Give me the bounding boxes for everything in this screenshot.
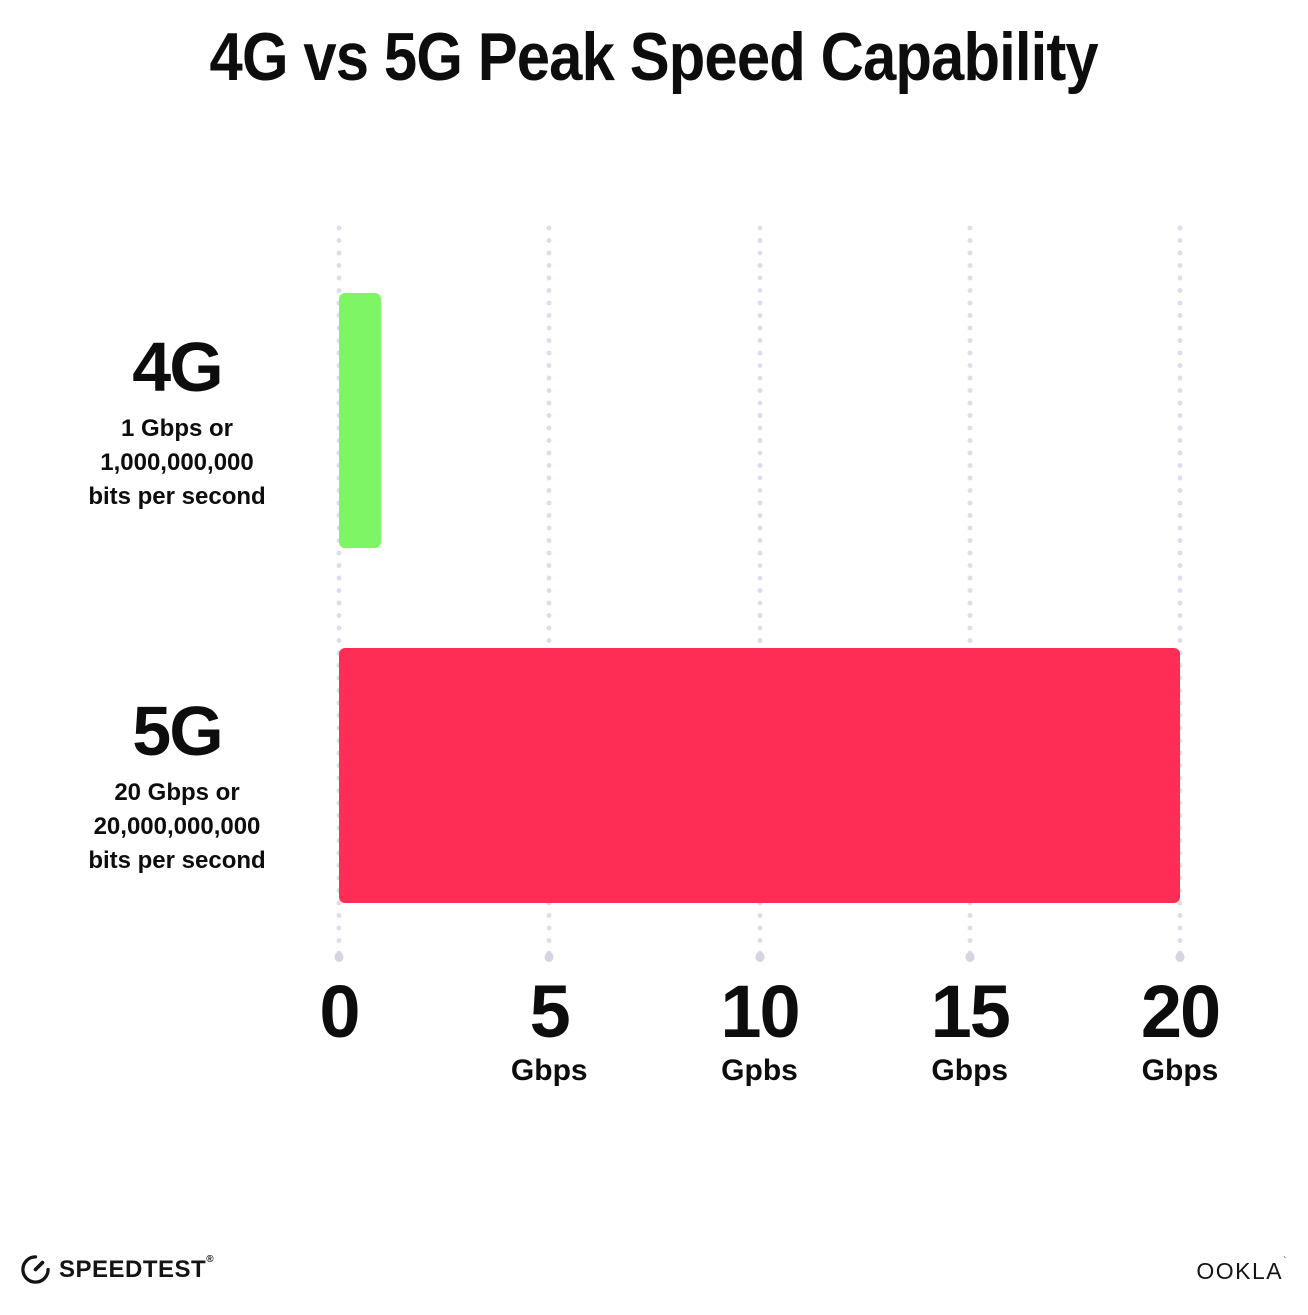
gridline-5 (546, 225, 553, 956)
x-tick-unit: Gpbs (721, 1054, 798, 1087)
chart-title-wrap: 4G vs 5G Peak Speed Capability (0, 18, 1308, 96)
gridline-10 (756, 225, 763, 956)
sub-line: 20 Gbps or (114, 779, 240, 806)
trademark-mark: ® (206, 1253, 215, 1265)
x-tick-unit: Gbps (931, 1054, 1009, 1087)
sub-line: bits per second (88, 847, 266, 874)
category-sub-4g: 1 Gbps or 1,000,000,000 bits per second (27, 412, 327, 514)
x-tick-0: 0 (319, 970, 360, 1056)
sub-line: 20,000,000,000 (93, 813, 261, 840)
sub-line: bits per second (88, 483, 266, 510)
x-tick-unit: Gbps (1141, 1054, 1219, 1087)
x-tick-5: 5 Gbps (510, 970, 588, 1087)
category-sub-5g: 20 Gbps or 20,000,000,000 bits per secon… (27, 776, 327, 878)
x-tick-unit: Gbps (510, 1054, 588, 1087)
speedometer-icon (20, 1254, 51, 1285)
x-tick-20: 20 Gbps (1140, 970, 1221, 1087)
category-name-4g: 4G (132, 328, 223, 406)
gridline-0 (336, 225, 342, 956)
category-label-4g: 4G 1 Gbps or 1,000,000,000 bits per seco… (27, 332, 327, 514)
x-tick-15: 15 Gbps (930, 970, 1011, 1087)
speedtest-wordmark: SPEEDTEST® (59, 1253, 215, 1283)
ookla-logo: OOKLA` (1196, 1256, 1288, 1285)
bar-5g (339, 648, 1180, 903)
x-tick-10: 10 Gpbs (720, 970, 800, 1087)
sub-line: 1 Gbps or (120, 415, 234, 442)
x-tick-number: 5 (529, 970, 571, 1053)
x-tick-number: 15 (930, 970, 1011, 1053)
x-tick-number: 20 (1140, 970, 1221, 1053)
x-tick-number: 0 (319, 970, 360, 1053)
x-tick-number: 10 (720, 970, 800, 1053)
chart-title: 4G vs 5G Peak Speed Capability (209, 19, 1099, 95)
speedtest-logo: SPEEDTEST® (20, 1254, 214, 1285)
trademark-mark: ` (1283, 1256, 1288, 1267)
gridline-15 (966, 225, 973, 956)
category-name-5g: 5G (132, 692, 223, 770)
gridline-20 (1177, 225, 1183, 956)
sub-line: 1,000,000,000 (100, 449, 254, 476)
bar-4g (339, 293, 382, 548)
x-axis: 0 5 Gbps 10 Gpbs 15 Gbps 20 Gbps (319, 970, 1221, 1106)
plot-area (336, 225, 1183, 956)
category-label-5g: 5G 20 Gbps or 20,000,000,000 bits per se… (27, 696, 327, 878)
ookla-wordmark: OOKLA` (1196, 1256, 1288, 1284)
